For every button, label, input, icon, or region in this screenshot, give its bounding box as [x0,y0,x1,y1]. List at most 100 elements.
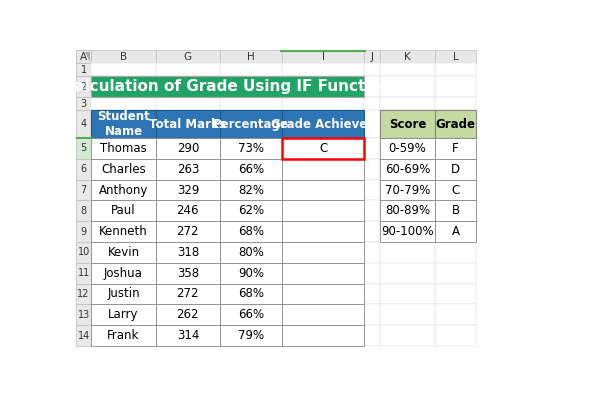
Text: Thomas: Thomas [100,142,147,155]
Bar [435,263,476,284]
Bar [220,304,282,325]
Text: Total Marks: Total Marks [149,118,226,131]
Bar [92,284,156,304]
Bar [92,138,156,159]
Bar [282,63,364,76]
Text: 314: 314 [177,329,199,342]
Bar [220,263,282,284]
Bar [220,304,282,325]
Bar [435,180,476,200]
Bar [92,138,156,159]
Bar [379,159,435,180]
Text: K: K [404,52,411,62]
Bar [156,138,220,159]
Bar [156,180,220,200]
Bar [92,97,156,110]
Bar [435,138,476,159]
Bar [282,138,364,159]
Bar [364,63,379,76]
Text: B: B [452,204,459,217]
Bar [92,325,156,346]
Bar [435,63,476,76]
Bar [156,325,220,346]
Text: 246: 246 [177,204,199,217]
Bar [76,180,92,200]
Bar [92,242,156,263]
Bar [282,50,364,63]
Bar [364,76,379,97]
Bar [379,63,435,76]
Text: J: J [370,52,373,62]
Bar [435,180,476,200]
Text: 3: 3 [81,99,87,109]
Bar [379,159,435,180]
Bar [379,221,435,242]
Bar [379,97,435,110]
Text: 290: 290 [177,142,199,155]
Text: 68%: 68% [238,287,264,300]
Bar [379,242,435,263]
Bar [282,50,364,63]
Bar [364,180,379,200]
Bar [379,138,435,159]
Bar [156,63,220,76]
Bar [435,138,476,159]
Text: 7: 7 [81,185,87,195]
Bar [92,304,156,325]
Bar [282,221,364,242]
Bar [220,325,282,346]
Bar [156,110,220,138]
Bar [435,200,476,221]
Bar [435,242,476,263]
Bar [156,97,220,110]
Text: Score: Score [389,118,426,131]
Bar [76,304,92,325]
Bar [435,159,476,180]
Text: 5: 5 [81,143,87,153]
Text: 9: 9 [81,227,87,237]
Bar [76,284,92,304]
Bar [379,180,435,200]
Bar [92,200,156,221]
Bar [282,263,364,284]
Bar [435,304,476,325]
Text: Grade Achieved: Grade Achieved [271,118,375,131]
Text: 0-59%: 0-59% [388,142,427,155]
Text: Kevin: Kevin [107,246,140,259]
Bar [364,159,379,180]
Bar [220,242,282,263]
Bar [156,221,220,242]
Text: H: H [247,52,255,62]
Text: 62%: 62% [238,204,264,217]
Bar [92,263,156,284]
Bar [282,325,364,346]
Bar [379,263,435,284]
Bar [92,221,156,242]
Text: 272: 272 [177,225,199,238]
Text: 8: 8 [81,206,87,216]
Text: 13: 13 [78,310,90,320]
Bar [156,325,220,346]
Text: C: C [452,184,459,197]
Text: F: F [452,142,459,155]
Bar [379,304,435,325]
Bar [379,110,435,138]
Bar [282,221,364,242]
Bar [92,180,156,200]
Bar [435,284,476,304]
Text: 68%: 68% [238,225,264,238]
Text: Paul: Paul [111,204,136,217]
Bar [220,221,282,242]
Bar [220,159,282,180]
Bar [156,284,220,304]
Bar [92,284,156,304]
Bar [435,110,476,138]
Text: 263: 263 [177,163,199,176]
Bar [220,110,282,138]
Bar [76,159,92,180]
Bar [379,200,435,221]
Bar [220,76,282,97]
Text: 82%: 82% [238,184,264,197]
Bar [156,221,220,242]
Bar [76,76,92,97]
